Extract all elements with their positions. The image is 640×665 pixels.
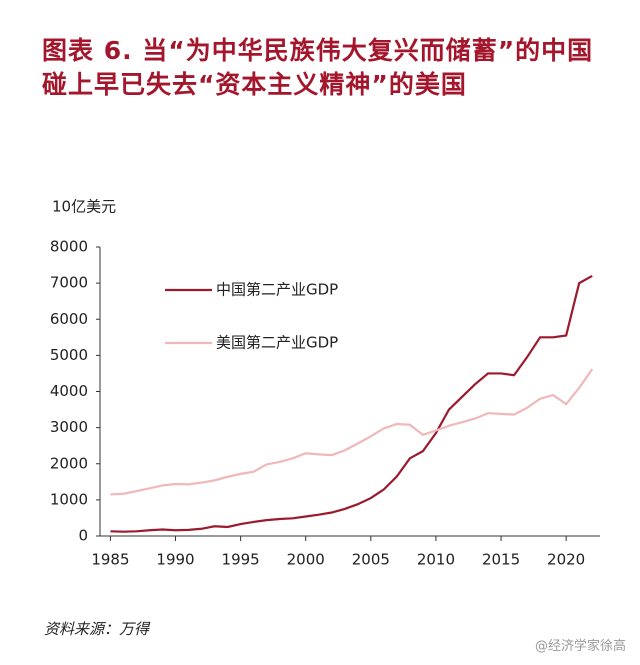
y-tick-label: 1000	[50, 490, 88, 508]
y-tick-label: 2000	[50, 454, 88, 472]
watermark: @经济学家徐高	[534, 639, 626, 654]
x-tick-label: 1985	[91, 551, 129, 569]
x-tick-label: 1990	[156, 551, 194, 569]
y-tick-label: 0	[78, 527, 88, 545]
chart-title: 图表 6. 当“为中华民族伟大复兴而储蓄”的中国碰上早已失去“资本主义精神”的美…	[42, 36, 594, 99]
x-tick-label: 2015	[482, 551, 520, 569]
y-tick-label: 7000	[50, 274, 88, 292]
x-tick-label: 2010	[417, 551, 455, 569]
y-unit: 10亿美元	[52, 198, 116, 216]
y-tick-label: 5000	[50, 346, 88, 364]
y-tick-label: 3000	[50, 418, 88, 436]
y-tick-label: 4000	[50, 382, 88, 400]
x-tick-label: 2000	[287, 551, 325, 569]
x-tick-label: 2005	[352, 551, 390, 569]
line	[110, 368, 594, 496]
legend-label: 中国第二产业GDP	[216, 281, 338, 299]
x-tick-label: 2020	[547, 551, 585, 569]
y-tick-label: 8000	[50, 238, 88, 256]
x-tick-label: 1995	[222, 551, 260, 569]
legend-label: 美国第二产业GDP	[216, 334, 338, 352]
y-tick-label: 6000	[50, 310, 88, 328]
line	[110, 274, 593, 533]
source: 资料来源：万得	[44, 620, 150, 638]
